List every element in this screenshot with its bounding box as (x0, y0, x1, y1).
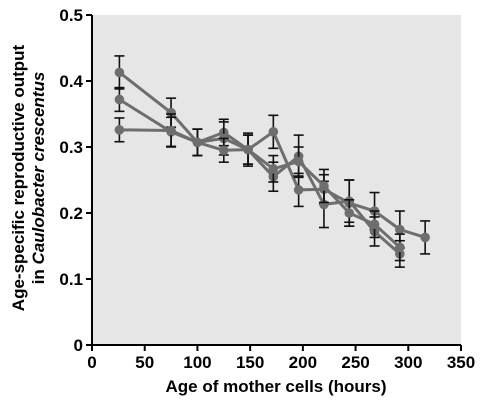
y-tick-label: 0.1 (59, 270, 83, 289)
data-point (243, 144, 253, 155)
x-tick-label: 200 (289, 353, 317, 372)
data-point (369, 219, 380, 230)
series-3 (114, 113, 405, 262)
data-point (293, 156, 304, 167)
data-point (395, 224, 405, 235)
x-tick-label: 150 (236, 353, 264, 372)
x-tick-label: 250 (341, 353, 369, 372)
data-point (420, 232, 430, 243)
data-point (166, 107, 176, 118)
y-tick-label: 0.4 (59, 72, 83, 91)
x-tick-label: 100 (183, 353, 211, 372)
y-tick-label: 0.3 (59, 138, 83, 157)
data-point (114, 94, 125, 105)
x-tick-label: 350 (447, 353, 475, 372)
data-point (268, 163, 279, 174)
data-point (395, 242, 405, 253)
data-point (114, 67, 125, 78)
data-point (344, 208, 355, 218)
data-point (218, 145, 229, 156)
x-tick-label: 50 (135, 353, 154, 372)
data-point (192, 137, 203, 148)
x-ticks: 0 50 100 150 200 250 300 350 (87, 345, 475, 372)
y-axis-title-line2: in Caulobacter crescentus (29, 72, 48, 285)
y-tick-label: 0.5 (59, 6, 83, 25)
x-tick-label: 0 (87, 353, 96, 372)
x-axis-title: Age of mother cells (hours) (165, 377, 386, 396)
x-tick-label: 300 (394, 353, 422, 372)
y-axis-title-prefix: in (29, 264, 48, 284)
data-point (293, 185, 304, 195)
series-line (118, 71, 426, 239)
series-layer (114, 55, 431, 268)
y-ticks: 0 0.1 0.2 0.3 0.4 0.5 (59, 6, 92, 355)
y-tick-label: 0 (74, 336, 83, 355)
y-axis-title-line1: Age-specific reproductive output (9, 44, 28, 311)
data-point (114, 125, 125, 135)
data-point (268, 127, 279, 137)
y-tick-label: 0.2 (59, 204, 83, 223)
data-point (319, 181, 329, 191)
data-point (166, 125, 176, 136)
y-axis-title-species: Caulobacter crescentus (29, 72, 48, 265)
